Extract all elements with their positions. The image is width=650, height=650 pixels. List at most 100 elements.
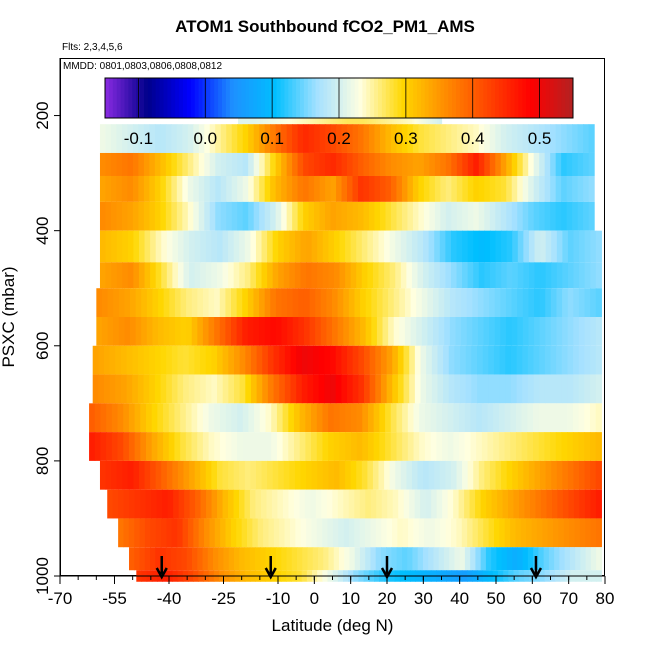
heatmap-cell xyxy=(475,547,482,571)
heatmap-cell xyxy=(428,262,435,289)
x-tick-label: 40 xyxy=(450,589,469,608)
heatmap-cell xyxy=(205,345,212,375)
heatmap-cell xyxy=(567,403,574,433)
heatmap-cell xyxy=(284,345,292,375)
colorbar-segment xyxy=(151,78,157,118)
heatmap-cell xyxy=(550,201,557,231)
heatmap-cell xyxy=(163,317,170,346)
heatmap-cell xyxy=(186,288,193,317)
heatmap-cell xyxy=(379,432,386,461)
colorbar-segment xyxy=(225,78,231,118)
heatmap-cell xyxy=(401,124,409,153)
heatmap-cell xyxy=(213,547,219,571)
heatmap-cell xyxy=(484,152,491,176)
heatmap-cell xyxy=(275,175,282,202)
heatmap-cell xyxy=(566,152,573,176)
heatmap-cell xyxy=(477,374,484,404)
heatmap-cell xyxy=(326,489,333,519)
heatmap-cell xyxy=(341,374,348,404)
heatmap-cell xyxy=(396,152,403,176)
heatmap-cell xyxy=(228,230,235,263)
colorbar-segment xyxy=(424,78,430,118)
heatmap-cell xyxy=(339,262,346,289)
colorbar-segment xyxy=(381,78,387,118)
heatmap-cell xyxy=(484,175,491,202)
heatmap-cell xyxy=(352,374,359,404)
heatmap-cell xyxy=(193,201,200,231)
heatmap-cell xyxy=(542,518,549,548)
heatmap-cell xyxy=(550,175,557,202)
heatmap-cell xyxy=(580,547,587,571)
heatmap-cell xyxy=(257,518,264,548)
heatmap-cell xyxy=(480,489,487,519)
heatmap-cell xyxy=(517,288,524,317)
heatmap-cell xyxy=(572,403,580,433)
heatmap-cell xyxy=(485,547,492,571)
heatmap-cell xyxy=(138,230,146,263)
heatmap-cell xyxy=(529,489,537,519)
heatmap-cell xyxy=(562,262,569,289)
heatmap-cell xyxy=(550,152,557,176)
heatmap-cell xyxy=(470,432,477,461)
heatmap-cell xyxy=(158,317,165,346)
heatmap-cell xyxy=(374,201,381,231)
heatmap-cell xyxy=(348,489,355,519)
heatmap-cell xyxy=(183,230,190,263)
heatmap-cell xyxy=(373,432,380,461)
heatmap-cell xyxy=(225,403,232,433)
heatmap-cell xyxy=(414,489,421,519)
heatmap-cell xyxy=(390,403,398,433)
heatmap-cell xyxy=(289,262,296,289)
heatmap-cell xyxy=(242,317,249,346)
heatmap-cell xyxy=(510,432,517,461)
heatmap-cell xyxy=(462,460,469,490)
heatmap-cell xyxy=(309,317,316,346)
heatmap-cell xyxy=(166,345,173,375)
heatmap-cell xyxy=(184,489,191,519)
heatmap-cell xyxy=(500,152,507,176)
heatmap-cell xyxy=(496,547,503,571)
heatmap-cell xyxy=(299,403,306,433)
heatmap-cell xyxy=(527,374,535,404)
heatmap-cell xyxy=(567,262,575,289)
heatmap-cell xyxy=(356,230,363,263)
colorbar-segment xyxy=(323,78,328,118)
heatmap-cell xyxy=(466,317,473,346)
heatmap-cell xyxy=(316,518,323,548)
heatmap-cell xyxy=(538,432,546,461)
heatmap-cell xyxy=(298,317,305,346)
heatmap-cell xyxy=(115,345,122,375)
colorbar-segment xyxy=(155,78,161,118)
heatmap-cell xyxy=(270,124,277,153)
colorbar-segment xyxy=(249,78,254,118)
heatmap-cell xyxy=(292,201,299,231)
heatmap-cell xyxy=(500,124,507,153)
heatmap-cell xyxy=(319,175,326,202)
heatmap-cell xyxy=(589,432,597,461)
heatmap-cell xyxy=(139,518,146,548)
heatmap-cell xyxy=(138,175,145,202)
heatmap-cell xyxy=(155,547,162,571)
heatmap-cell xyxy=(291,547,298,571)
heatmap-cell xyxy=(289,518,296,548)
heatmap-cell xyxy=(454,547,461,571)
heatmap-cell xyxy=(314,152,321,176)
heatmap-cell xyxy=(219,288,226,317)
heatmap-cell xyxy=(555,432,563,461)
heatmap-cell xyxy=(395,460,402,490)
heatmap-cell xyxy=(396,201,403,231)
heatmap-cell xyxy=(505,317,513,346)
heatmap-cell xyxy=(267,345,275,375)
heatmap-cell xyxy=(288,432,295,461)
colorbar-segment xyxy=(296,78,301,118)
heatmap-cell xyxy=(384,262,391,289)
heatmap-cell xyxy=(294,460,302,490)
heatmap-cell xyxy=(270,317,277,346)
heatmap-cell xyxy=(197,317,204,346)
heatmap-cell xyxy=(574,518,581,548)
heatmap-cell xyxy=(398,489,405,519)
heatmap-cell xyxy=(476,403,483,433)
colorbar-segment xyxy=(491,78,496,118)
heatmap-cell xyxy=(481,403,489,433)
